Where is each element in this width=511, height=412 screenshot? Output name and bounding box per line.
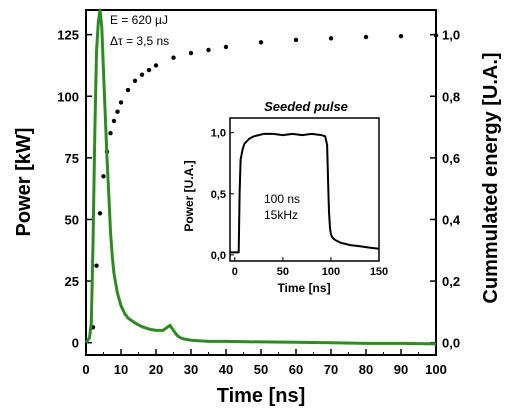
- energy-point: [139, 72, 145, 77]
- energy-point: [206, 47, 211, 53]
- main-x-tick-label: 100: [425, 362, 447, 377]
- main-y2-tick-label: 0,2: [442, 274, 460, 289]
- inset-y-tick-label: 0,0: [211, 250, 226, 262]
- inset-x-tick-label: 150: [370, 266, 388, 278]
- energy-point: [125, 87, 131, 93]
- main-x-tick-label: 0: [82, 362, 89, 377]
- main-x-axis-label: Time [ns]: [217, 385, 306, 407]
- energy-point: [108, 131, 113, 136]
- annotation-duration: Δτ = 3,5 ns: [110, 34, 169, 48]
- power-series-line: [84, 8, 437, 346]
- energy-point: [101, 174, 106, 179]
- main-y-tick-label: 125: [57, 28, 79, 43]
- inset-annotation-rate: 15kHz: [264, 208, 298, 222]
- energy-point: [188, 50, 194, 56]
- energy-point: [171, 55, 176, 60]
- energy-point: [398, 34, 404, 39]
- energy-point: [293, 37, 299, 43]
- main-x-tick-label: 90: [394, 362, 408, 377]
- energy-point: [97, 211, 103, 216]
- inset-y-ticks: 0,0 0,5 1,0: [211, 128, 234, 262]
- main-y-tick-label: 25: [65, 274, 79, 289]
- inset-x-ticks: 0 50 100 150: [232, 257, 388, 278]
- inset-title: Seeded pulse: [264, 99, 348, 114]
- inset-pulse-line: [230, 132, 380, 254]
- energy-point: [111, 118, 117, 124]
- main-x-tick-label: 50: [254, 362, 268, 377]
- energy-point: [363, 34, 369, 40]
- energy-point: [146, 67, 152, 73]
- main-y2-tick-label: 0,6: [442, 151, 460, 166]
- energy-point: [132, 78, 138, 84]
- main-x-tick-label: 30: [184, 362, 198, 377]
- energy-point: [115, 109, 120, 114]
- inset-plot-frame: [229, 117, 380, 262]
- main-y2-tick-label: 1,0: [442, 28, 460, 43]
- inset-y-axis-label: Power [U.A.]: [182, 160, 196, 231]
- energy-point: [328, 36, 334, 41]
- inset-x-tick-label: 0: [232, 266, 238, 278]
- energy-point: [433, 33, 439, 38]
- main-y-tick-label: 0: [72, 336, 79, 351]
- energy-series: [90, 33, 439, 330]
- main-y-tick-label: 50: [65, 212, 79, 227]
- inset-x-tick-label: 50: [277, 266, 289, 278]
- main-y-tick-label: 100: [57, 89, 79, 104]
- main-plot-frame: [85, 9, 437, 356]
- inset-y-tick-label: 1,0: [211, 128, 226, 140]
- energy-point: [258, 40, 264, 45]
- inset-annotation-duration: 100 ns: [264, 192, 300, 206]
- main-x-tick-label: 40: [219, 362, 233, 377]
- main-y-axis-label: Power [kW]: [13, 128, 35, 237]
- energy-point: [223, 44, 229, 50]
- main-y-tick-label: 75: [65, 151, 79, 166]
- main-x-tick-label: 10: [114, 362, 128, 377]
- main-y2-tick-label: 0,4: [442, 212, 461, 227]
- main-x-tick-label: 20: [149, 362, 163, 377]
- main-x-tick-label: 80: [359, 362, 373, 377]
- energy-point: [118, 100, 124, 105]
- annotation-energy: E = 620 µJ: [110, 13, 168, 27]
- inset-x-tick-label: 100: [322, 266, 340, 278]
- inset-x-axis-label: Time [ns]: [277, 281, 330, 295]
- energy-point: [94, 263, 99, 268]
- main-y2-tick-label: 0,0: [442, 336, 460, 351]
- main-x-ticks: 0 10 20 30 40 50 60 70 80 90 100: [82, 349, 447, 377]
- main-x-tick-label: 70: [324, 362, 338, 377]
- main-y2-tick-label: 0,8: [442, 89, 460, 104]
- inset-y-tick-label: 0,5: [211, 189, 226, 201]
- main-y-ticks: 0 25 50 75 100 125: [57, 28, 92, 351]
- energy-point: [153, 63, 159, 68]
- main-y2-axis-label: Cummulated energy [U.A.]: [480, 52, 502, 303]
- main-x-tick-label: 60: [289, 362, 303, 377]
- main-y2-ticks: 0,0 0,2 0,4 0,6 0,8 1,0: [430, 28, 461, 351]
